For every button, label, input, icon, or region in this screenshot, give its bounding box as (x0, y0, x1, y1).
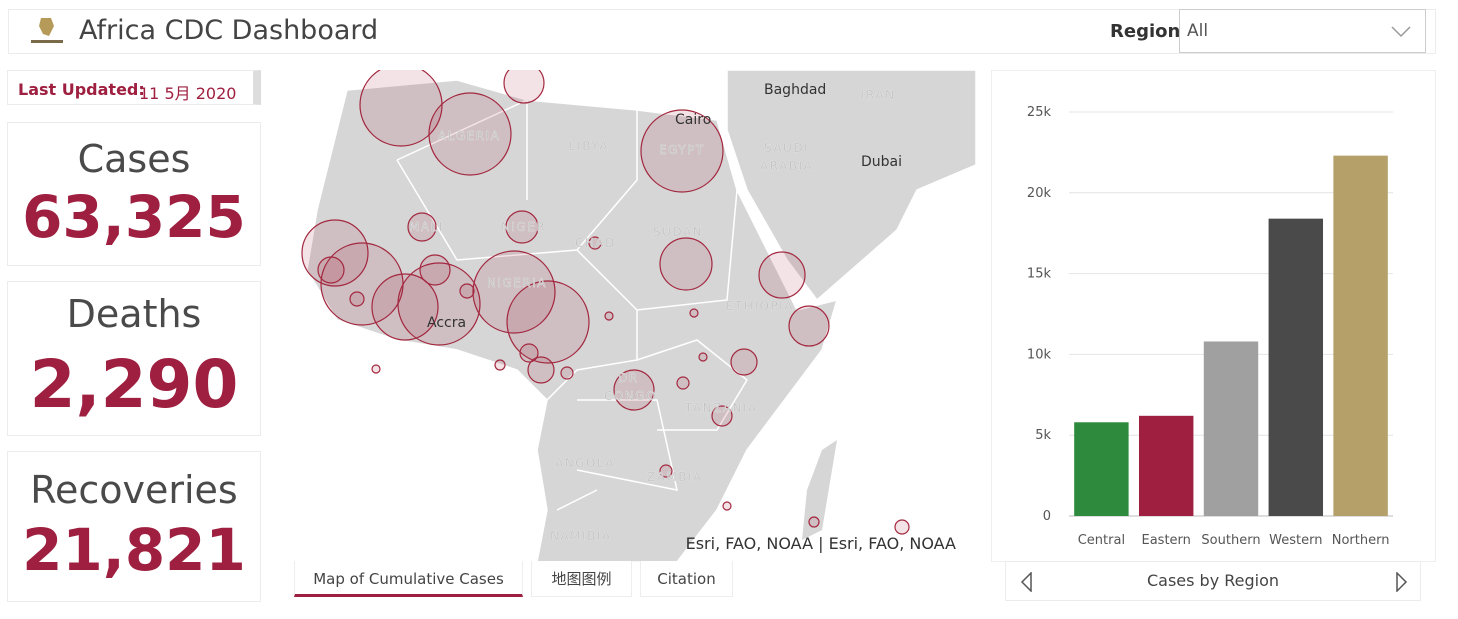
map-label: CHAD (575, 236, 616, 250)
deaths-card: Deaths 2,290 (7, 281, 261, 436)
tab[interactable]: Citation (640, 561, 733, 597)
region-value: All (1187, 21, 1209, 41)
y-tick-label: 5k (1035, 428, 1051, 443)
map-label: CONGO (604, 389, 657, 403)
map-attribution: Esri, FAO, NOAA | Esri, FAO, NOAA (686, 534, 956, 553)
map: Baghdad IRAN Cairo LIBYA EGYPT ALGERIA S… (277, 70, 976, 562)
map-label: ZAMBIA (647, 470, 703, 484)
tab[interactable]: Map of Cumulative Cases (294, 561, 523, 597)
cases-card: Cases 63,325 (7, 122, 261, 266)
y-tick-label: 10k (1027, 347, 1052, 362)
tab[interactable]: 地图图例 (531, 561, 632, 597)
next-arrow[interactable] (1394, 572, 1408, 592)
map-label: SAUDI (764, 141, 809, 155)
chart: 0 5k 10k 15k 20k 25k Central Eastern Southern Wes… (991, 70, 1436, 562)
y-tick-label: 20k (1027, 186, 1052, 201)
map-label: DR (618, 371, 639, 385)
stat-label: Recoveries (30, 468, 238, 512)
prev-arrow[interactable] (1020, 572, 1034, 592)
stat-label: Cases (77, 137, 191, 181)
case-circles (301, 70, 910, 535)
bar (1203, 341, 1259, 516)
stat-value: 21,821 (22, 516, 246, 584)
land (306, 79, 839, 562)
map-label: ETHIOPIA (726, 299, 794, 313)
map-label: ALGERIA (438, 129, 500, 143)
region-label: Region (1110, 21, 1181, 42)
bar (1333, 155, 1388, 516)
map-label: Accra (427, 315, 466, 331)
borders (396, 99, 748, 511)
map-label: Dubai (861, 154, 902, 170)
logo (31, 18, 63, 43)
bar (1138, 415, 1194, 516)
bar (1268, 218, 1324, 516)
x-tick-label: Southern (1201, 533, 1260, 548)
app-title: Africa CDC Dashboard (79, 15, 379, 46)
region-select[interactable]: All (1179, 9, 1426, 53)
stat-value: 2,290 (29, 346, 239, 423)
header: Africa CDC Dashboard Region All (8, 9, 1436, 54)
x-tick-label: Western (1269, 533, 1322, 548)
y-tick-label: 0 (1043, 509, 1051, 524)
dropdown-arrow (1391, 26, 1411, 38)
last-updated: Last Updated: 11 5月 2020 (7, 70, 261, 105)
land (802, 440, 837, 540)
map-label: ARABIA (760, 159, 813, 173)
y-tick-label: 15k (1027, 267, 1052, 282)
x-tick-label: Central (1078, 533, 1125, 548)
chart-nav: Cases by Region (1005, 561, 1421, 601)
map-label: Baghdad (764, 82, 826, 98)
recoveries-card: Recoveries 21,821 (7, 451, 261, 602)
map-label: NIGERIA (487, 276, 547, 290)
map-label: Cairo (675, 112, 711, 128)
map-label: ANGOLA (555, 456, 615, 470)
chart-caption: Cases by Region (1146, 571, 1280, 590)
map-label: SUDAN (653, 225, 703, 239)
x-tick-label: Northern (1332, 533, 1390, 548)
map-label: NAMIBIA (550, 529, 612, 543)
last-updated-label: Last Updated: (18, 80, 145, 99)
map-label: NIGER (501, 220, 546, 234)
stat-value: 63,325 (22, 183, 246, 251)
map-label: IRAN (861, 88, 896, 102)
land (726, 70, 976, 302)
y-tick-label: 25k (1027, 105, 1052, 120)
x-tick-label: Eastern (1141, 533, 1190, 548)
map-label: LIBYA (569, 139, 609, 153)
last-updated-value: 11 5月 2020 (139, 84, 237, 103)
stat-label: Deaths (66, 292, 202, 336)
map-label: TANZANIA (684, 401, 758, 415)
map-label: MALI (409, 220, 444, 234)
map-label: EGYPT (659, 143, 705, 157)
bar (1074, 422, 1129, 516)
